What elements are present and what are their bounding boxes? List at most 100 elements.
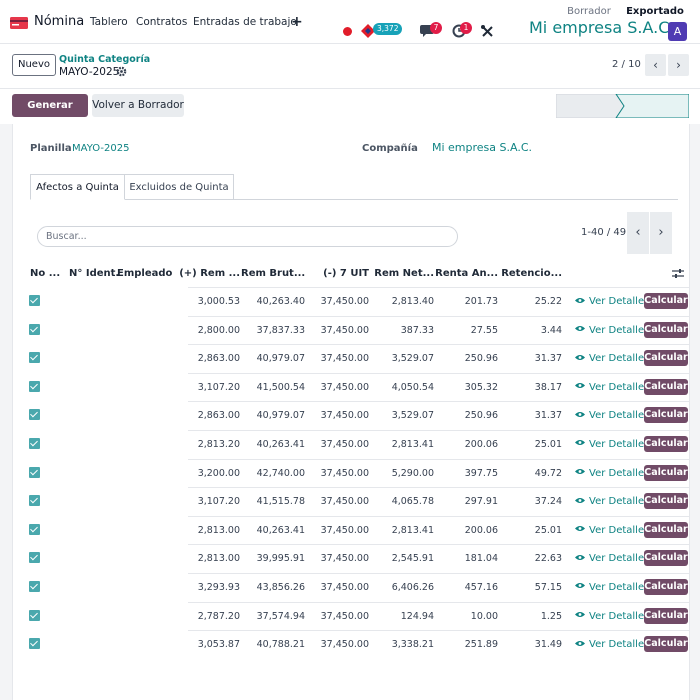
app-name[interactable]: Nómina (34, 14, 85, 29)
cell-value: 31.37 (534, 353, 562, 365)
cell-value: 181.04 (464, 553, 498, 565)
calculate-button[interactable]: Calcular (644, 435, 688, 452)
cell-value: 2,545.91 (391, 553, 434, 565)
view-detail-link[interactable]: Ver Detalle (575, 553, 644, 564)
gear-icon[interactable] (116, 66, 127, 77)
company-value[interactable]: Mi empresa S.A.C. (432, 141, 533, 154)
list-prev-button[interactable]: ‹ (627, 212, 649, 254)
calculate-button[interactable]: Calcular (644, 321, 688, 338)
generate-excel-button[interactable]: Generar Excel (12, 94, 88, 134)
user-avatar[interactable]: A (668, 22, 687, 41)
cell-value: 3,200.00 (197, 467, 240, 479)
pager-next-button[interactable]: › (668, 54, 689, 76)
table-row[interactable]: 3,293.93 43,856.26 37,450.00 6,406.26 457.16… (12, 572, 690, 602)
calculate-button[interactable]: Calcular (644, 407, 688, 424)
col-header-ident[interactable]: N° Ident. (69, 268, 120, 279)
cell-value: 37,450.00 (320, 324, 369, 336)
status-dot-icon[interactable] (343, 27, 352, 36)
calculate-button[interactable]: Calcular (644, 636, 688, 653)
row-checkbox[interactable] (29, 552, 40, 564)
col-header-no[interactable]: No ... (30, 268, 61, 279)
calculate-button[interactable]: Calcular (644, 378, 688, 395)
row-checkbox[interactable] (29, 609, 40, 621)
new-button[interactable]: Nuevo (12, 54, 56, 76)
view-detail-label: Ver Detalle (589, 581, 645, 593)
cell-value: 3.44 (540, 324, 562, 336)
view-detail-link[interactable]: Ver Detalle (575, 525, 644, 536)
view-detail-link[interactable]: Ver Detalle (575, 496, 644, 507)
status-borrador[interactable]: Borrador (567, 6, 611, 17)
pager-prev-button[interactable]: ‹ (645, 54, 666, 76)
table-row[interactable]: 2,813.00 39,995.91 37,450.00 2,545.91 181.04… (12, 544, 690, 573)
debug-tools-icon[interactable] (480, 24, 495, 39)
table-row[interactable]: 3,107.20 41,515.78 37,450.00 4,065.78 297.91… (12, 487, 690, 516)
cell-value: 250.96 (464, 410, 498, 422)
company-switcher[interactable]: Mi empresa S.A.C. (529, 18, 675, 37)
table-row[interactable]: 3,107.20 41,500.54 37,450.00 4,050.54 305.32… (12, 372, 690, 402)
payroll-app-icon[interactable] (10, 17, 28, 29)
calculate-button[interactable]: Calcular (644, 550, 688, 567)
view-detail-link[interactable]: Ver Detalle (575, 611, 644, 622)
view-detail-link[interactable]: Ver Detalle (575, 439, 644, 450)
table-row[interactable]: 3,000.53 40,263.40 37,450.00 2,813.40 201.73… (12, 287, 690, 316)
table-row[interactable]: 2,813.20 40,263.41 37,450.00 2,813.41 200.06… (12, 429, 690, 459)
calculate-button[interactable]: Calcular (644, 464, 688, 481)
calculate-button[interactable]: Calcular (644, 350, 688, 367)
view-detail-link[interactable]: Ver Detalle (575, 410, 644, 421)
row-checkbox[interactable] (29, 323, 40, 335)
table-row[interactable]: 2,787.20 37,574.94 37,450.00 124.94 10.00 1.2… (12, 601, 690, 631)
calculate-button[interactable]: Calcular (644, 493, 688, 510)
view-detail-link[interactable]: Ver Detalle (575, 582, 644, 593)
menu-tablero[interactable]: Tablero (90, 16, 128, 28)
table-row[interactable]: 2,813.00 40,263.41 37,450.00 2,813.41 200.06… (12, 515, 690, 545)
optional-columns-icon[interactable] (672, 268, 684, 279)
col-header-rem[interactable]: (+) Rem ... (179, 268, 240, 279)
row-checkbox[interactable] (29, 380, 40, 392)
table-row[interactable]: 2,863.00 40,979.07 37,450.00 3,529.07 250.96… (12, 344, 690, 373)
view-detail-link[interactable]: Ver Detalle (575, 296, 644, 307)
row-checkbox[interactable] (29, 466, 40, 478)
col-header-rem-neta[interactable]: Rem Net... (374, 268, 434, 279)
planilla-value[interactable]: MAYO-2025 (72, 143, 130, 154)
cell-value: 2,813.00 (197, 553, 240, 565)
row-checkbox[interactable] (29, 580, 40, 592)
row-checkbox[interactable] (29, 523, 40, 535)
table-row[interactable]: 2,863.00 40,979.07 37,450.00 3,529.07 250.96… (12, 401, 690, 430)
table-row[interactable]: 2,800.00 37,837.33 37,450.00 387.33 27.55 3.4… (12, 315, 690, 345)
menu-entradas-de-trabajo[interactable]: Entradas de trabajo (193, 16, 297, 28)
col-header-empleado[interactable]: Empleado (117, 268, 173, 279)
table-row[interactable]: 3,200.00 42,740.00 37,450.00 5,290.00 397.75… (12, 458, 690, 488)
tab-excluidos-de-quinta[interactable]: Excluidos de Quinta (125, 174, 234, 200)
menu-contratos[interactable]: Contratos (136, 16, 188, 28)
col-header-renta-anual[interactable]: Renta An... (435, 268, 498, 279)
calculate-button[interactable]: Calcular (644, 578, 688, 595)
view-detail-link[interactable]: Ver Detalle (575, 468, 644, 479)
col-header-retencion[interactable]: Retencio... (501, 268, 562, 279)
tab-afectos-a-quinta[interactable]: Afectos a Quinta (30, 174, 125, 200)
connection-icon[interactable] (361, 24, 375, 38)
cell-value: 200.06 (464, 438, 498, 450)
calculate-button[interactable]: Calcular (644, 521, 688, 538)
plus-icon[interactable]: + (291, 14, 303, 30)
col-header-7uit[interactable]: (-) 7 UIT (323, 268, 369, 279)
view-detail-link[interactable]: Ver Detalle (575, 639, 644, 650)
row-checkbox[interactable] (29, 437, 40, 449)
row-checkbox[interactable] (29, 295, 40, 306)
search-input[interactable] (37, 226, 458, 247)
calculate-button[interactable]: Calcular (644, 293, 688, 309)
row-checkbox[interactable] (29, 495, 40, 507)
back-to-draft-button[interactable]: Volver a Borrador (92, 94, 184, 117)
view-detail-link[interactable]: Ver Detalle (575, 382, 644, 393)
calculate-button[interactable]: Calcular (644, 607, 688, 624)
view-detail-link[interactable]: Ver Detalle (575, 353, 644, 364)
row-checkbox[interactable] (29, 638, 40, 650)
view-detail-link[interactable]: Ver Detalle (575, 325, 644, 336)
row-checkbox[interactable] (29, 409, 40, 421)
row-checkbox[interactable] (29, 352, 40, 364)
table-row[interactable]: 3,053.87 40,788.21 37,450.00 3,338.21 251.89… (12, 630, 690, 659)
list-next-button[interactable]: › (650, 212, 672, 254)
breadcrumb-parent-link[interactable]: Quinta Categoría (59, 54, 151, 65)
cell-value: 37,450.00 (320, 610, 369, 622)
status-exportado[interactable]: Exportado (626, 6, 684, 17)
col-header-rem-bruta[interactable]: Rem Brut... (241, 268, 306, 279)
